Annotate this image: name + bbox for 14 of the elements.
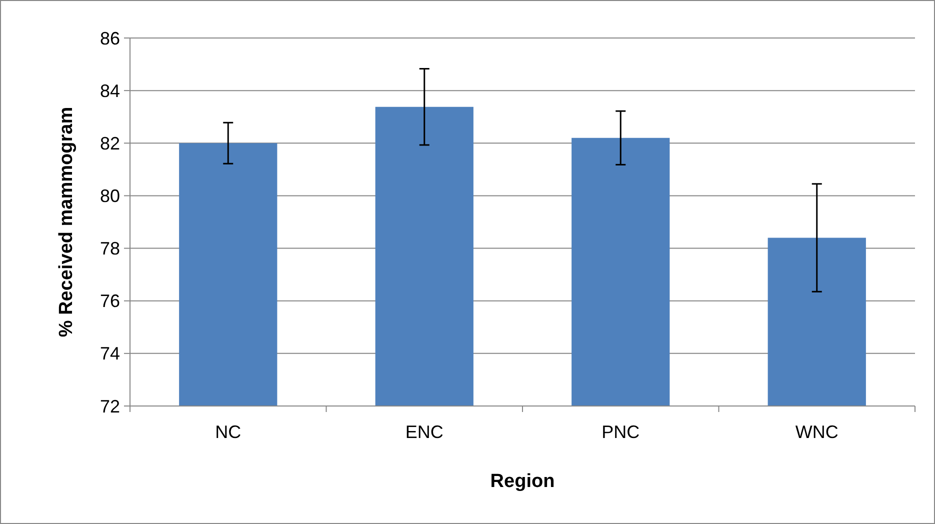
- y-tick-label: 78: [100, 238, 120, 259]
- y-axis-title: % Received mammogram: [56, 106, 77, 338]
- y-tick-label: 72: [100, 396, 120, 416]
- y-tick-label: 74: [100, 344, 120, 364]
- y-tick-label: 86: [100, 28, 120, 48]
- y-tick-label: 84: [100, 80, 120, 101]
- x-tick-label: PNC: [602, 422, 640, 442]
- x-tick-label: ENC: [405, 422, 444, 442]
- y-tick-label: 76: [100, 291, 120, 312]
- x-axis-title: Region: [490, 471, 555, 492]
- x-tick-label: NC: [215, 422, 242, 442]
- y-tick-label: 82: [100, 133, 120, 154]
- y-tick-label: 80: [100, 186, 120, 206]
- x-tick-label: WNC: [795, 422, 838, 442]
